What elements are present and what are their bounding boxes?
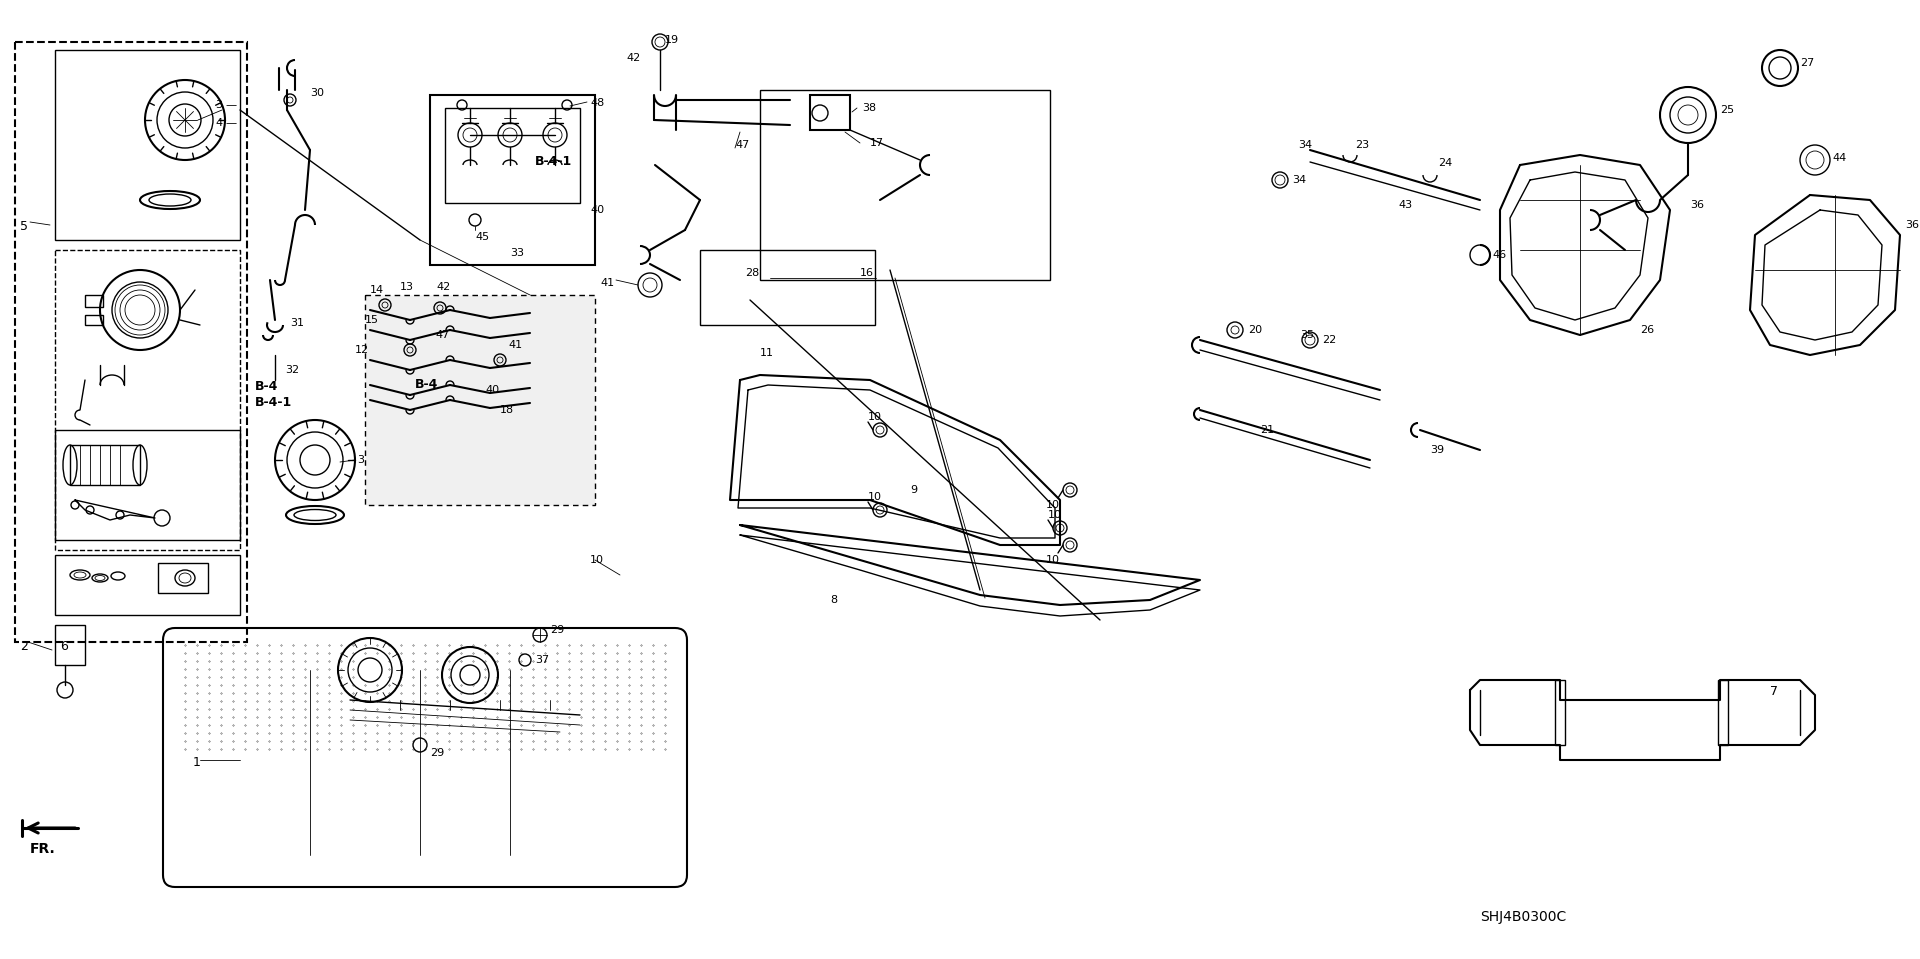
Text: 38: 38 [862,103,876,113]
Text: 41: 41 [599,278,614,288]
Text: 13: 13 [399,282,415,292]
Bar [445,108,580,203]
Text: 10: 10 [589,555,605,565]
Bar [69,445,140,485]
Circle shape [169,104,202,136]
Circle shape [461,665,480,685]
Text: FR.: FR. [31,842,56,856]
Text: SHJ4B0300C: SHJ4B0300C [1480,910,1567,924]
Text: 31: 31 [290,318,303,328]
Text: 25: 25 [1720,105,1734,115]
Bar [69,445,140,485]
Text: 29: 29 [549,625,564,635]
Text: 36: 36 [1690,200,1705,210]
Text: 27: 27 [1801,58,1814,68]
Bar [56,250,240,550]
Text: 34: 34 [1292,175,1306,185]
Text: 10: 10 [868,492,881,502]
Text: 41: 41 [509,340,522,350]
Text: 37: 37 [536,655,549,665]
Bar [84,315,104,325]
Text: 46: 46 [1492,250,1505,260]
Text: 48: 48 [589,98,605,108]
Text: 7: 7 [1770,685,1778,698]
Bar [157,563,207,593]
Text: 8: 8 [829,595,837,605]
Bar [701,250,876,325]
Text: 42: 42 [436,282,451,292]
Text: —: — [225,118,236,128]
Text: 10: 10 [1046,500,1060,510]
Text: 30: 30 [309,88,324,98]
Bar [56,50,240,240]
Text: 35: 35 [1300,330,1313,340]
Text: B-4-1: B-4-1 [536,155,572,168]
Bar [1718,680,1728,745]
Text: B-4: B-4 [415,378,438,391]
Text: 12: 12 [355,345,369,355]
Text: 26: 26 [1640,325,1655,335]
Text: 47: 47 [436,330,449,340]
Text: 40: 40 [486,385,499,395]
Text: B-4-1: B-4-1 [255,396,292,409]
Bar [1555,680,1565,745]
Text: 14: 14 [371,285,384,295]
Bar [365,295,595,505]
Circle shape [300,445,330,475]
Text: 20: 20 [1248,325,1261,335]
Text: 42: 42 [626,53,639,63]
Text: 1: 1 [194,756,202,769]
Text: 15: 15 [365,315,378,325]
Text: 22: 22 [1323,335,1336,345]
Text: 19: 19 [664,35,680,45]
Text: 10: 10 [1046,555,1060,565]
Text: 34: 34 [1298,140,1311,150]
Bar [760,90,1050,280]
Text: 17: 17 [870,138,883,148]
Bar [84,295,104,307]
Text: 33: 33 [511,248,524,258]
Text: 44: 44 [1832,153,1847,163]
Text: B-4: B-4 [255,380,278,393]
Text: 4: 4 [215,118,223,128]
Text: 10: 10 [868,412,881,422]
Bar [56,430,240,540]
Text: 40: 40 [589,205,605,215]
Text: 23: 23 [1356,140,1369,150]
Text: 45: 45 [474,232,490,242]
Text: 3: 3 [215,100,223,110]
Text: 16: 16 [860,268,874,278]
Bar [56,555,240,615]
Bar [15,42,248,642]
Text: 28: 28 [745,268,758,278]
Text: 10: 10 [1048,510,1062,520]
Text: 3: 3 [357,455,365,465]
Text: 11: 11 [760,348,774,358]
Bar [430,95,595,265]
Text: 47: 47 [735,140,749,150]
Text: 6: 6 [60,640,67,653]
Text: 2: 2 [19,640,29,653]
Text: 5: 5 [19,220,29,233]
Text: 18: 18 [499,405,515,415]
Bar [56,625,84,665]
Circle shape [357,658,382,682]
Text: —: — [225,100,236,110]
Bar [810,95,851,130]
Text: 43: 43 [1398,200,1411,210]
Text: 21: 21 [1260,425,1275,435]
Text: 36: 36 [1905,220,1918,230]
Text: 24: 24 [1438,158,1452,168]
FancyBboxPatch shape [163,628,687,887]
Text: 32: 32 [284,365,300,375]
Text: 29: 29 [430,748,444,758]
Text: 9: 9 [910,485,918,495]
Text: 39: 39 [1430,445,1444,455]
